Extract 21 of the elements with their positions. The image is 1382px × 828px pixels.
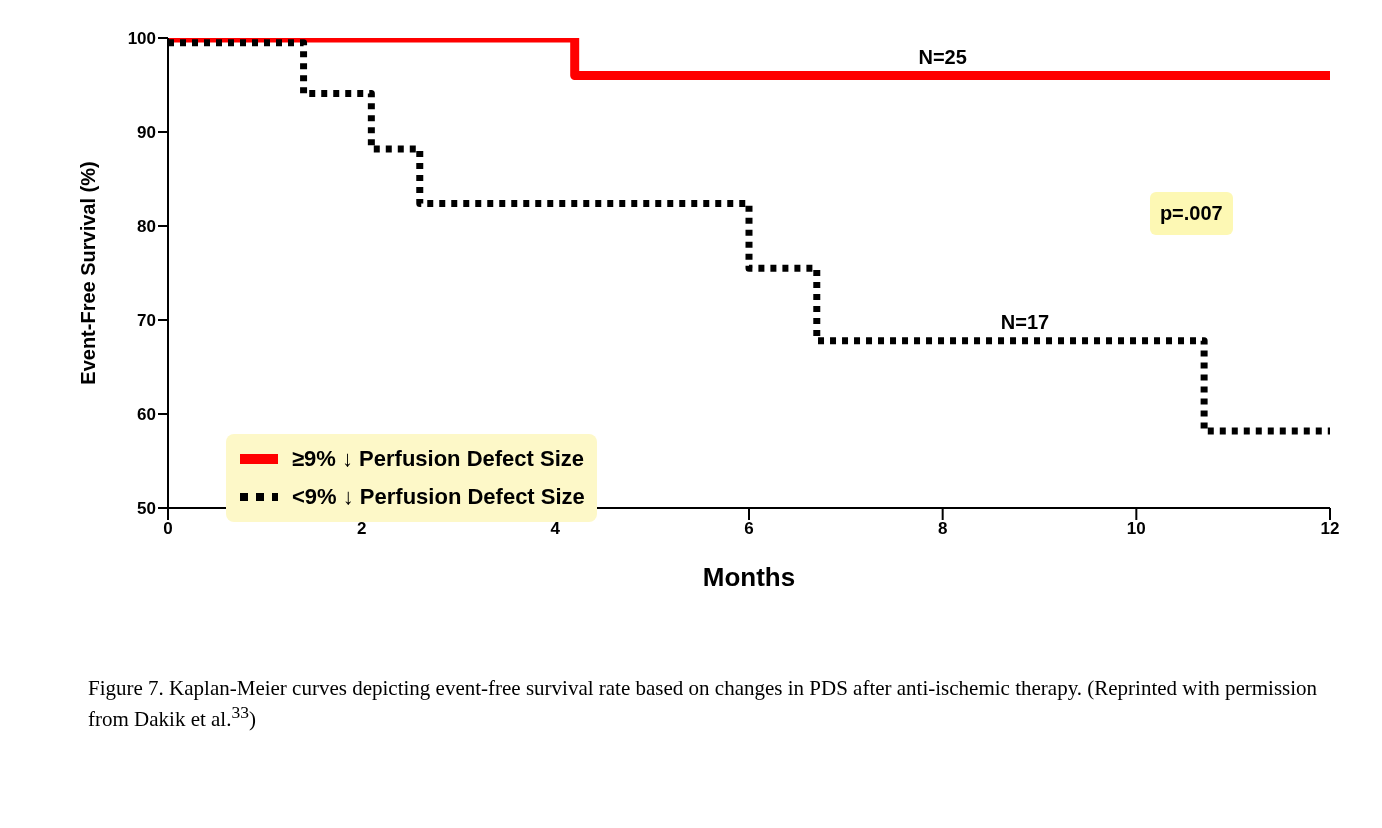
legend-label: <9% ↓ Perfusion Defect Size — [292, 483, 585, 511]
y-axis-title: Event-Free Survival (%) — [77, 161, 100, 385]
y-tick-label: 50 — [137, 499, 156, 519]
y-tick-label: 80 — [137, 217, 156, 237]
caption: Figure 7. Kaplan-Meier curves depicting event-free survival rate based on changes in PDS after anti-ischemic therapy. (Reprinted with permission from Dakik et al.$^{33}$) — [88, 676, 1319, 731]
y-tick-label: 90 — [137, 123, 156, 143]
y-tick-label: 60 — [137, 405, 156, 425]
x-tick-label: 8 — [937, 519, 948, 539]
x-tick-label: 6 — [744, 519, 754, 539]
y-tick-label: 70 — [137, 311, 156, 331]
x-tick-label: 10 — [1126, 519, 1146, 539]
annotation: N=17 — [1000, 310, 1050, 333]
annotation: p=.007 — [1149, 192, 1233, 235]
x-tick-label: 12 — [1320, 519, 1340, 539]
legend-label: ≥9% ↓ Perfusion Defect Size — [292, 445, 585, 473]
x-tick-label: 0 — [163, 519, 173, 539]
annotation: N=25 — [918, 45, 967, 68]
y-tick-label: 100 — [127, 29, 156, 49]
x-tick-label: 2 — [356, 519, 367, 539]
x-tick-label: 4 — [550, 519, 561, 539]
x-axis-title: Months — [702, 562, 796, 592]
